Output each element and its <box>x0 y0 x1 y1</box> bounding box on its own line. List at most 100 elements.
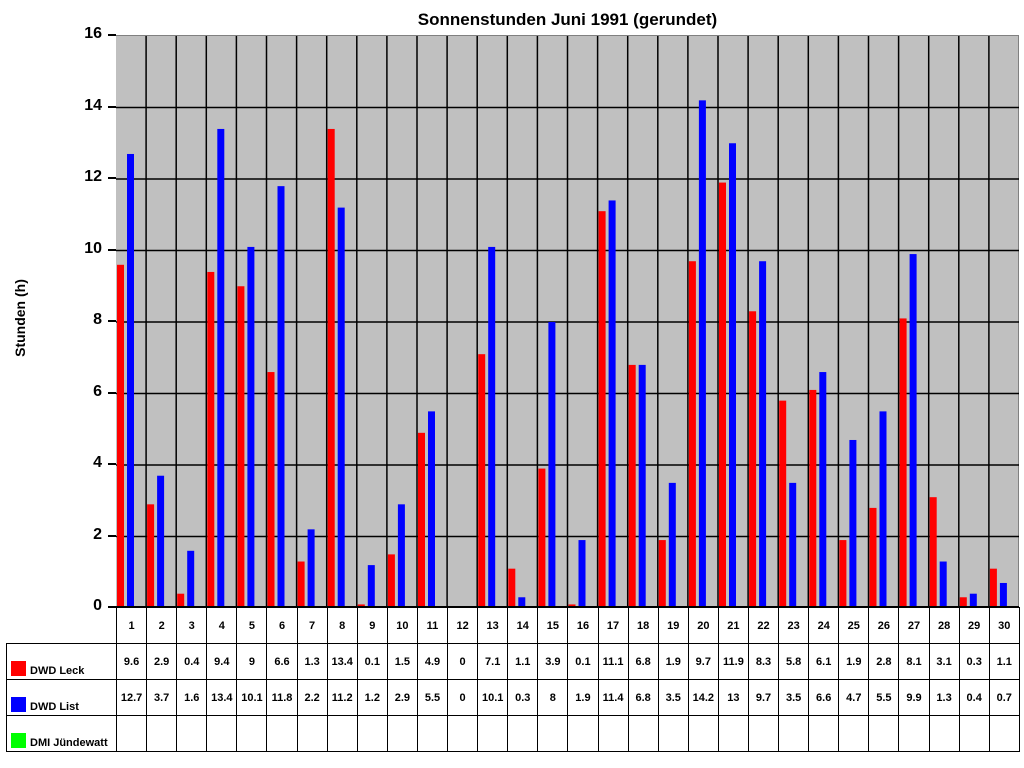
table-cell: 2.9 <box>146 643 178 680</box>
table-cell <box>356 715 388 752</box>
bar <box>819 372 827 608</box>
category-label: 10 <box>386 607 418 644</box>
bar <box>117 264 124 608</box>
y-tick-mark <box>108 606 116 608</box>
bar <box>538 468 546 608</box>
bar <box>237 286 245 608</box>
category-label: 25 <box>838 607 870 644</box>
bar <box>207 271 215 608</box>
table-cell: 6.8 <box>627 643 659 680</box>
y-tick-mark <box>108 320 116 322</box>
bar <box>177 593 185 608</box>
bar <box>698 100 706 608</box>
bar <box>508 568 516 608</box>
bar <box>999 582 1007 608</box>
table-cell <box>898 715 930 752</box>
y-tick-label: 6 <box>93 382 102 400</box>
bar <box>578 540 586 608</box>
table-row: DWD Leck 9.6 2.9 0.4 9.4 9 6.6 1.3 13.4 0.1 1.5 4.9… <box>6 643 1020 680</box>
table-cell: 1.9 <box>838 643 870 680</box>
bar <box>267 372 275 608</box>
y-tick-mark <box>108 34 116 36</box>
bar <box>969 593 977 608</box>
table-cell: 2.8 <box>868 643 900 680</box>
category-label: 3 <box>176 607 208 644</box>
table-cell: 0.3 <box>507 679 539 716</box>
category-label: 24 <box>808 607 840 644</box>
table-cell: 12.7 <box>115 679 148 716</box>
bar <box>839 540 847 608</box>
table-cell <box>747 715 780 752</box>
table-cell: 5.5 <box>416 679 449 716</box>
y-tick-label: 14 <box>84 96 102 114</box>
table-cell <box>176 715 208 752</box>
table-cell <box>326 715 358 752</box>
bar <box>127 153 134 608</box>
table-cell: 4.7 <box>838 679 870 716</box>
y-tick-label: 10 <box>84 239 102 257</box>
bar <box>638 364 646 608</box>
table-cell <box>687 715 719 752</box>
table-cell: 11.8 <box>266 679 298 716</box>
category-label: 14 <box>507 607 539 644</box>
y-tick-label: 2 <box>93 525 102 543</box>
bar <box>147 504 155 608</box>
table-cell: 0 <box>447 643 479 680</box>
table-cell <box>567 715 599 752</box>
category-label: 22 <box>747 607 780 644</box>
table-cell: 1.9 <box>567 679 599 716</box>
bar <box>327 128 335 608</box>
table-cell: 11.2 <box>326 679 358 716</box>
table-cell: 8 <box>537 679 569 716</box>
bar <box>989 568 997 608</box>
table-cell: 0.4 <box>176 643 208 680</box>
bar <box>428 411 435 608</box>
table-cell: 10.1 <box>477 679 509 716</box>
table-cell <box>115 715 148 752</box>
category-label: 7 <box>296 607 328 644</box>
bar <box>187 550 195 608</box>
bar <box>959 597 967 608</box>
bar <box>779 400 787 608</box>
bar <box>548 322 556 608</box>
table-cell: 9.4 <box>206 643 238 680</box>
table-cell: 0.1 <box>356 643 388 680</box>
category-label: 28 <box>928 607 960 644</box>
category-label: 17 <box>597 607 629 644</box>
y-tick-mark <box>108 177 116 179</box>
table-cell: 9.6 <box>115 643 148 680</box>
bar <box>628 364 636 608</box>
y-tick-mark <box>108 105 116 108</box>
table-cell <box>386 715 418 752</box>
category-label: 2 <box>146 607 178 644</box>
category-label: 26 <box>868 607 900 644</box>
table-cell: 13.4 <box>206 679 238 716</box>
bar <box>387 554 395 608</box>
bar <box>397 504 405 608</box>
y-tick-label: 8 <box>93 311 102 328</box>
bar <box>157 475 165 608</box>
legend-label: DWD List <box>30 701 79 713</box>
table-cell: 14.2 <box>687 679 719 716</box>
table-cell <box>266 715 298 752</box>
bar <box>418 432 425 608</box>
table-cell: 0 <box>447 679 479 716</box>
bar <box>478 354 486 608</box>
y-tick-label: 4 <box>93 454 102 471</box>
table-cell <box>868 715 900 752</box>
table-cell: 9.7 <box>687 643 719 680</box>
bar <box>488 246 496 608</box>
bar <box>217 128 225 608</box>
category-label: 15 <box>537 607 569 644</box>
category-label: 21 <box>717 607 749 644</box>
y-tick-mark <box>108 391 116 394</box>
legend-label: DWD Leck <box>30 665 85 677</box>
table-cell <box>236 715 268 752</box>
category-label: 12 <box>447 607 479 644</box>
bar <box>789 482 797 608</box>
bar <box>809 389 817 608</box>
bar <box>688 261 696 608</box>
table-cell: 8.3 <box>747 643 780 680</box>
table-cell: 9 <box>236 643 268 680</box>
table-cell <box>507 715 539 752</box>
